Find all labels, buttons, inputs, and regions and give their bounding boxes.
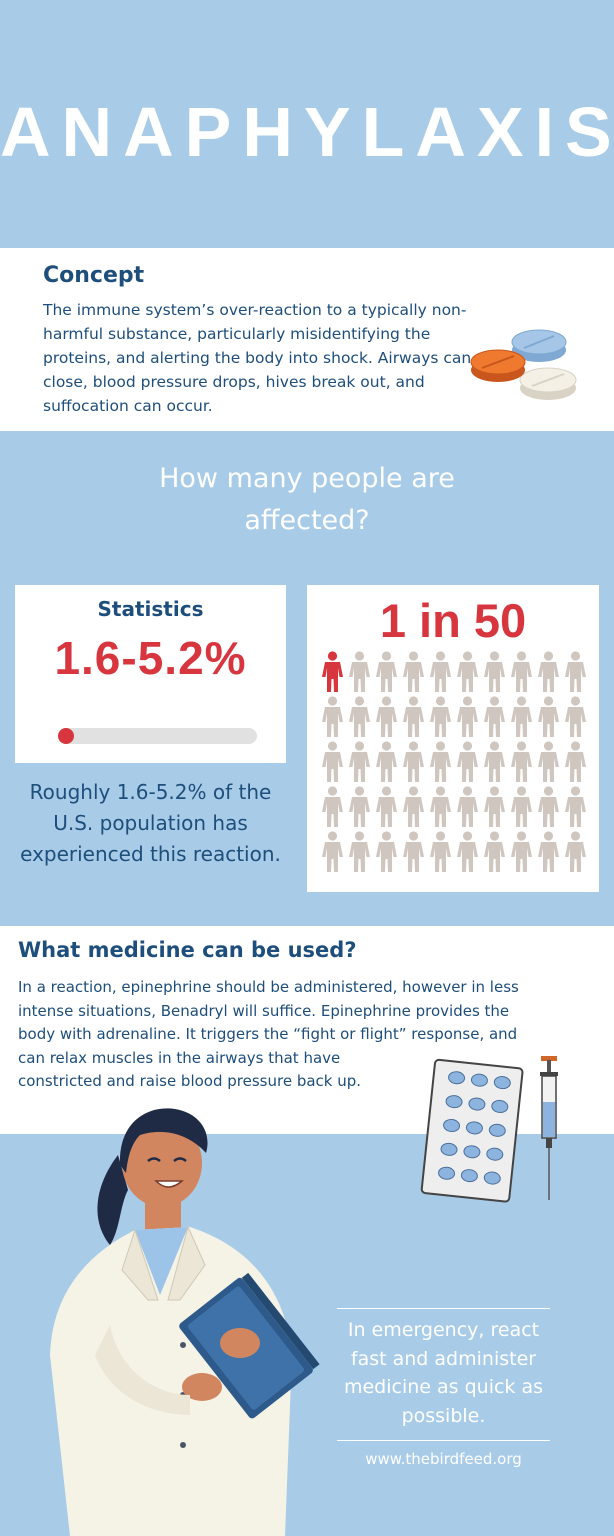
person-icon — [457, 651, 478, 692]
person-icon — [349, 741, 370, 782]
person-icon — [511, 786, 532, 827]
concept-heading: Concept — [43, 263, 145, 288]
person-icon — [376, 696, 397, 737]
syringe-icon — [540, 1056, 558, 1200]
medicine-section: What medicine can be used? In a reaction… — [0, 926, 614, 1134]
person-icon — [430, 651, 451, 692]
concept-section: Concept The immune system’s over-reactio… — [0, 248, 614, 431]
person-icon — [511, 696, 532, 737]
page-title: ANAPHYLAXIS — [0, 93, 614, 171]
person-icon — [430, 831, 451, 872]
person-icon — [484, 786, 505, 827]
person-icon — [430, 741, 451, 782]
person-icon — [403, 831, 424, 872]
medicine-text-line: intense situations, Benadryl will suffic… — [18, 1001, 510, 1020]
person-icon — [565, 741, 586, 782]
person-icon — [538, 741, 559, 782]
medicine-text-line: In a reaction, epinephrine should be adm… — [18, 978, 519, 996]
person-icon — [322, 651, 343, 692]
people-grid — [319, 650, 589, 875]
person-icon — [349, 651, 370, 692]
person-icon — [430, 696, 451, 737]
statistics-progress-fill — [58, 728, 74, 744]
pills-icon — [470, 329, 577, 400]
divider-top — [337, 1308, 550, 1309]
doctor-illustration — [50, 1108, 320, 1536]
statistics-card: Statistics 1.6-5.2% — [15, 585, 286, 763]
person-icon — [322, 831, 343, 872]
person-icon — [457, 696, 478, 737]
medicine-text-line: constricted and raise blood pressure bac… — [18, 1072, 362, 1090]
person-icon — [538, 786, 559, 827]
person-icon — [376, 651, 397, 692]
person-icon — [349, 786, 370, 827]
person-icon — [403, 786, 424, 827]
ratio-card: 1 in 50 — [307, 585, 599, 892]
person-icon — [403, 651, 424, 692]
person-icon — [349, 831, 370, 872]
person-icon — [565, 696, 586, 737]
emergency-message: In emergency, react fast and administer … — [343, 1319, 544, 1427]
person-icon — [511, 741, 532, 782]
person-icon — [430, 786, 451, 827]
person-icon — [484, 696, 505, 737]
person-icon — [538, 831, 559, 872]
person-icon — [403, 696, 424, 737]
person-icon — [565, 831, 586, 872]
ratio-value: 1 in 50 — [379, 594, 527, 647]
person-icon — [457, 831, 478, 872]
concept-text: The immune system’s over-reaction to a t… — [43, 301, 472, 415]
medicine-text: In a reaction, epinephrine should be adm… — [18, 976, 598, 1094]
person-icon — [484, 651, 505, 692]
person-icon — [538, 651, 559, 692]
divider-bottom — [337, 1440, 550, 1441]
affected-heading: How many people are affected? — [159, 463, 455, 536]
person-icon — [457, 786, 478, 827]
person-icon — [376, 741, 397, 782]
statistics-value: 1.6-5.2% — [54, 632, 247, 684]
person-icon — [565, 651, 586, 692]
statistics-description: Roughly 1.6-5.2% of the U.S. population … — [20, 780, 281, 866]
statistics-label: Statistics — [97, 597, 204, 621]
person-icon — [484, 741, 505, 782]
person-icon — [349, 696, 370, 737]
website-link[interactable]: www.thebirdfeed.org — [365, 1450, 522, 1468]
person-icon — [322, 741, 343, 782]
person-icon — [484, 831, 505, 872]
person-icon — [511, 651, 532, 692]
medicine-text-line: can relax muscles in the airways that ha… — [18, 1048, 341, 1067]
medicine-heading: What medicine can be used? — [18, 938, 357, 962]
person-icon — [511, 831, 532, 872]
statistics-progress-bar — [58, 728, 257, 744]
person-icon — [457, 741, 478, 782]
person-icon — [376, 786, 397, 827]
blister-pack-icon — [420, 1058, 524, 1203]
person-icon — [538, 696, 559, 737]
person-icon — [322, 786, 343, 827]
person-icon — [403, 741, 424, 782]
person-icon — [376, 831, 397, 872]
medicine-text-line: body with adrenaline. It triggers the “f… — [18, 1025, 518, 1043]
person-icon — [565, 786, 586, 827]
person-icon — [322, 696, 343, 737]
